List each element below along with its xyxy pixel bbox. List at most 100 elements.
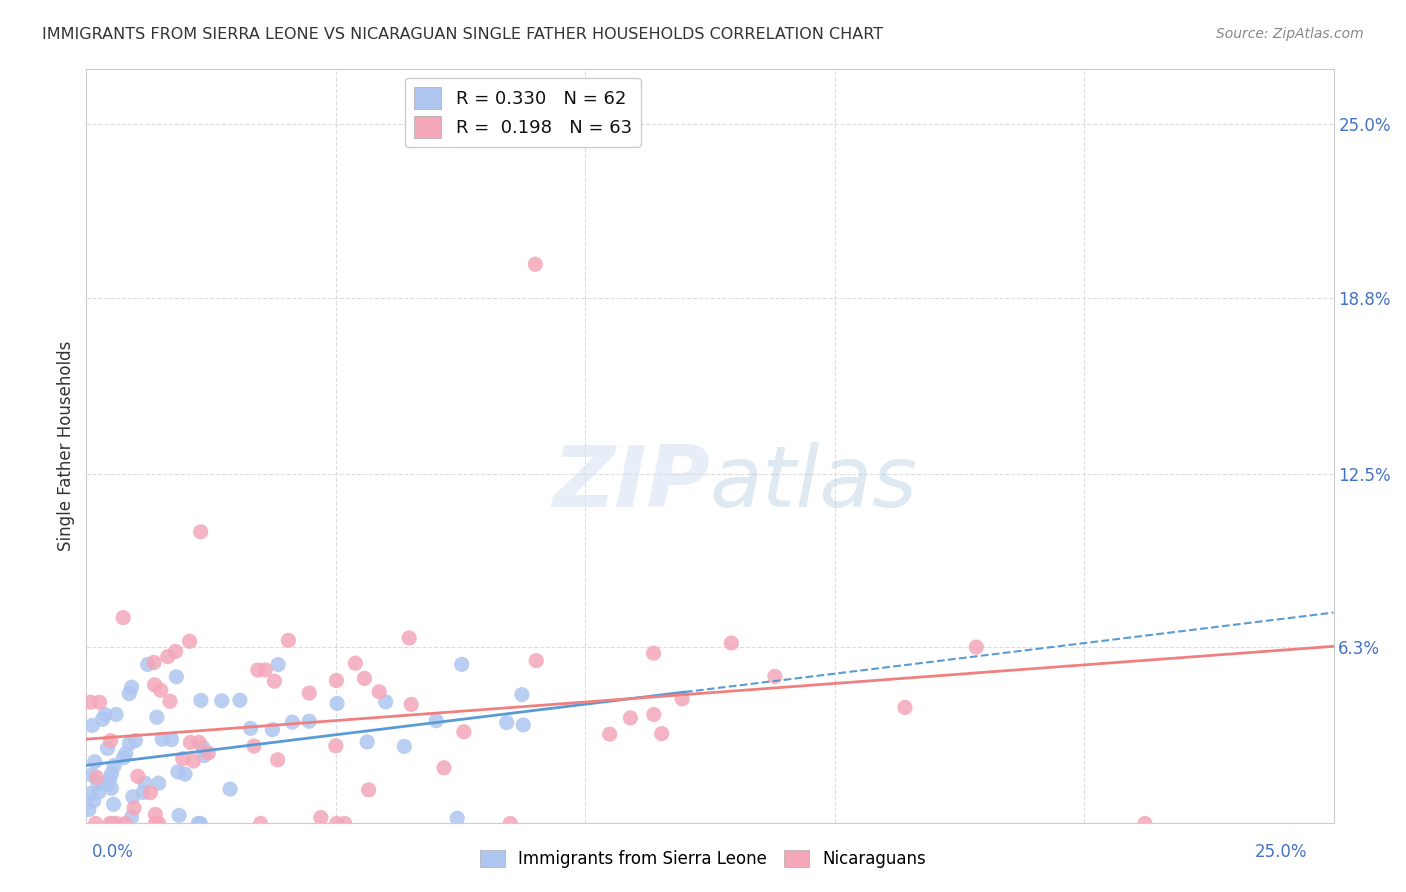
Point [510, 688, 533, 702]
Point [165, 670, 187, 684]
Point [619, 711, 641, 725]
Point [671, 692, 693, 706]
Point [156, 649, 179, 664]
Point [425, 714, 447, 728]
Point [122, 801, 145, 815]
Point [190, 524, 212, 539]
Point [499, 816, 522, 830]
Point [394, 739, 416, 754]
Point [84, 816, 107, 830]
Point [134, 776, 156, 790]
Point [190, 693, 212, 707]
Point [357, 782, 380, 797]
Point [105, 707, 128, 722]
Point [172, 752, 194, 766]
Text: Source: ZipAtlas.com: Source: ZipAtlas.com [1216, 27, 1364, 41]
Point [179, 735, 201, 749]
Point [96, 777, 118, 791]
Point [143, 678, 166, 692]
Point [453, 724, 475, 739]
Point [524, 654, 547, 668]
Legend: Immigrants from Sierra Leone, Nicaraguans: Immigrants from Sierra Leone, Nicaraguan… [474, 843, 932, 875]
Point [112, 610, 135, 624]
Point [87, 785, 110, 799]
Point [188, 816, 211, 830]
Point [96, 741, 118, 756]
Point [325, 816, 347, 830]
Point [77, 802, 100, 816]
Point [80, 768, 103, 782]
Point [643, 646, 665, 660]
Point [965, 640, 987, 654]
Text: IMMIGRANTS FROM SIERRA LEONE VS NICARAGUAN SINGLE FATHER HOUSEHOLDS CORRELATION : IMMIGRANTS FROM SIERRA LEONE VS NICARAGU… [42, 27, 883, 42]
Point [150, 732, 173, 747]
Point [167, 808, 190, 822]
Point [325, 673, 347, 688]
Point [148, 816, 170, 830]
Point [187, 816, 209, 830]
Point [114, 816, 136, 830]
Point [98, 772, 121, 787]
Point [103, 758, 125, 772]
Point [267, 753, 290, 767]
Point [262, 723, 284, 737]
Point [132, 785, 155, 799]
Point [118, 687, 141, 701]
Point [122, 789, 145, 804]
Point [86, 771, 108, 785]
Point [197, 746, 219, 760]
Point [512, 718, 534, 732]
Point [83, 755, 105, 769]
Point [136, 657, 159, 672]
Point [127, 769, 149, 783]
Point [399, 698, 422, 712]
Point [166, 764, 188, 779]
Point [105, 816, 128, 830]
Point [183, 754, 205, 768]
Point [495, 715, 517, 730]
Point [246, 663, 269, 677]
Point [368, 684, 391, 698]
Text: 25.0%: 25.0% [1256, 843, 1308, 861]
Point [82, 718, 104, 732]
Point [159, 694, 181, 708]
Point [333, 816, 356, 830]
Point [267, 657, 290, 672]
Point [188, 816, 211, 830]
Point [100, 766, 122, 780]
Point [94, 707, 117, 722]
Point [720, 636, 742, 650]
Text: 0.0%: 0.0% [91, 843, 134, 861]
Point [87, 776, 110, 790]
Point [100, 733, 122, 747]
Point [188, 735, 211, 749]
Point [298, 714, 321, 729]
Point [353, 672, 375, 686]
Point [174, 767, 197, 781]
Point [91, 712, 114, 726]
Point [79, 695, 101, 709]
Point [325, 739, 347, 753]
Point [309, 811, 332, 825]
Point [83, 794, 105, 808]
Point [524, 257, 547, 271]
Point [101, 816, 124, 830]
Text: atlas: atlas [710, 442, 918, 525]
Point [398, 631, 420, 645]
Point [100, 781, 122, 796]
Point [193, 748, 215, 763]
Point [651, 726, 673, 740]
Point [298, 686, 321, 700]
Point [89, 695, 111, 709]
Point [249, 816, 271, 830]
Point [211, 694, 233, 708]
Point [148, 776, 170, 790]
Point [281, 715, 304, 730]
Point [1133, 816, 1156, 830]
Point [374, 695, 396, 709]
Point [263, 674, 285, 689]
Point [165, 644, 187, 658]
Point [160, 732, 183, 747]
Point [446, 811, 468, 825]
Point [450, 657, 472, 672]
